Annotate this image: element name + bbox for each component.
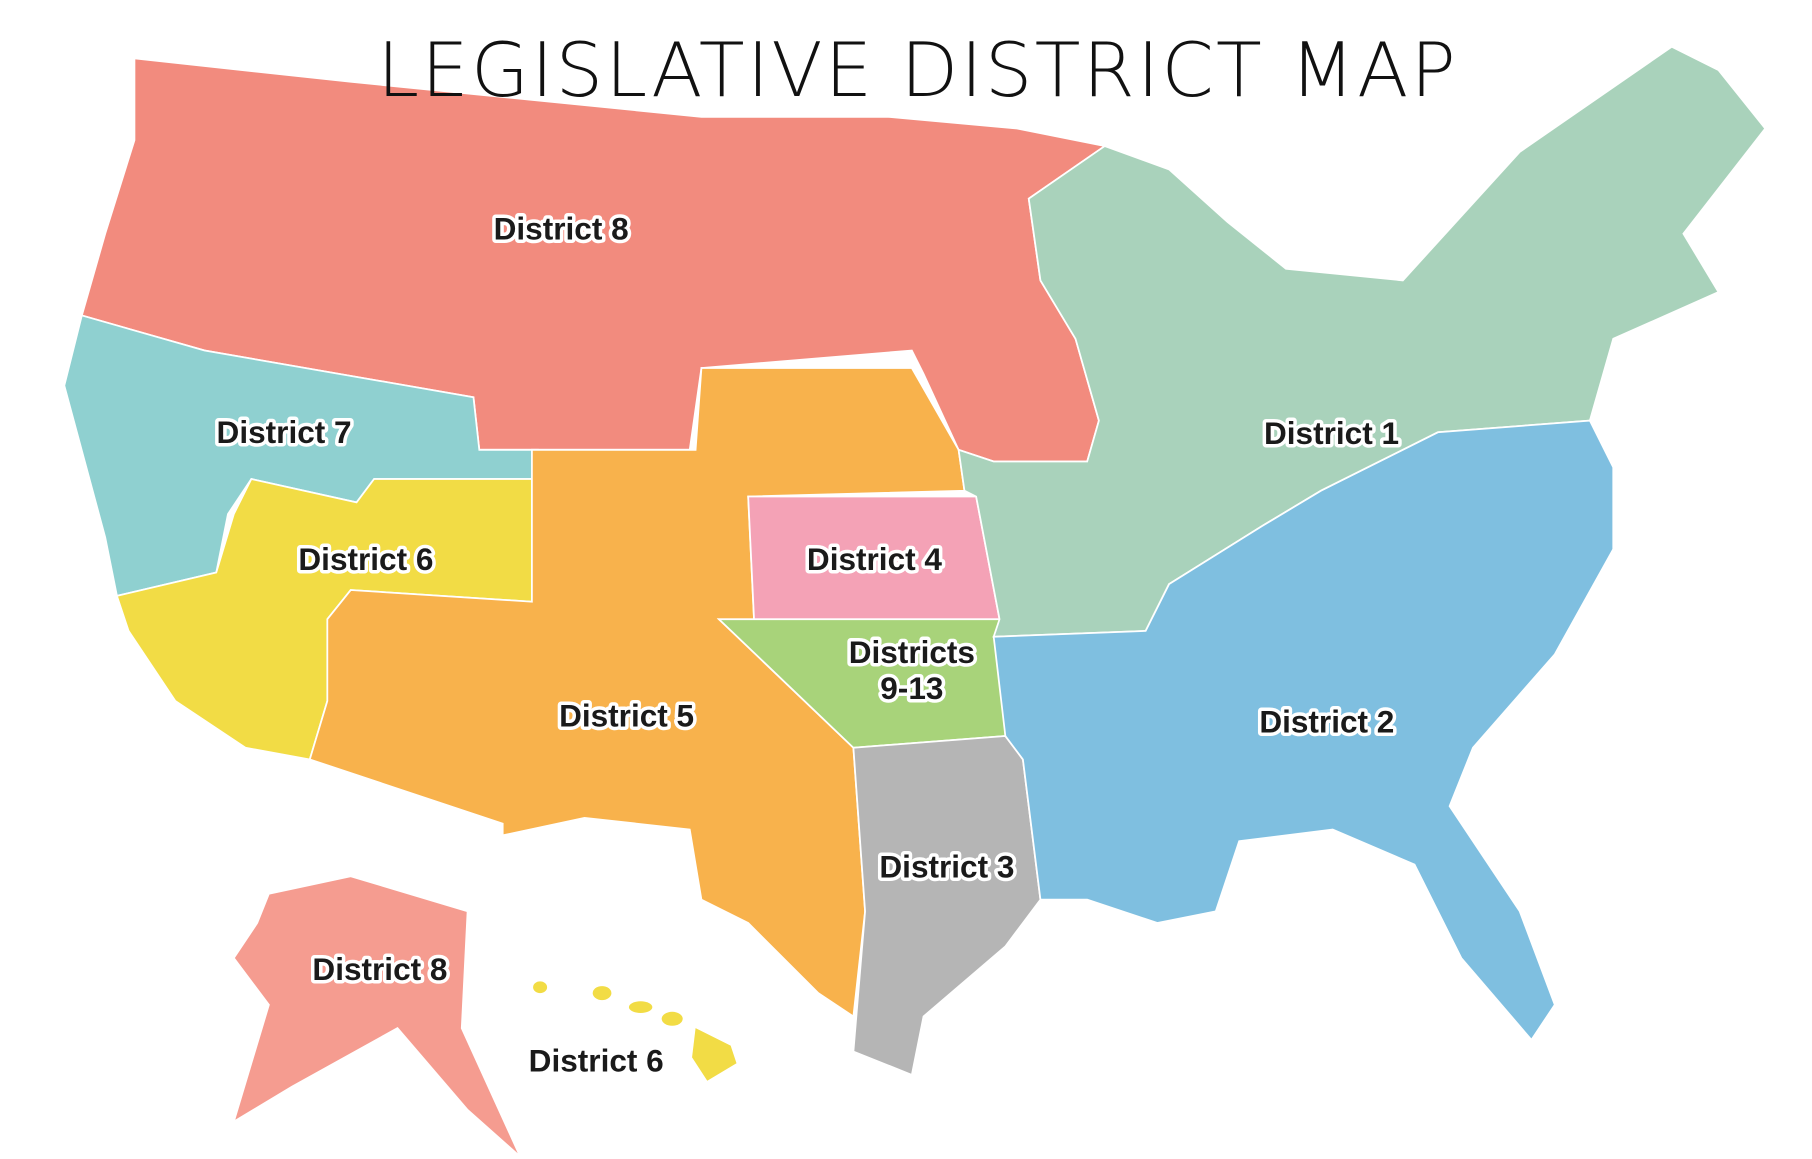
island: [628, 1001, 653, 1013]
map-title: LEGISLATIVE DISTRICT MAP: [377, 27, 1458, 114]
region-shape: [533, 981, 737, 1081]
label-line: District 4: [807, 541, 942, 577]
label-line: District 6: [298, 541, 433, 577]
region-label: District 8: [312, 951, 447, 987]
label-line: District 1: [1264, 415, 1399, 451]
region-shape: [232, 875, 522, 1158]
label-line: District 5: [559, 698, 694, 734]
island: [592, 986, 612, 1001]
region-labels: District 8 District 7 District 6 District 5…: [213, 207, 1403, 1082]
label-line: District 3: [879, 848, 1014, 884]
region-label: District 1: [1264, 415, 1399, 451]
label-line: District 8: [494, 211, 629, 247]
region-label: District 3: [879, 848, 1014, 884]
island: [533, 981, 548, 994]
label-line: District 2: [1259, 704, 1394, 740]
region-label: District 6: [529, 1042, 664, 1078]
label-line: Districts: [849, 634, 975, 670]
regions: [63, 45, 1767, 1158]
label-line: District 8: [312, 951, 447, 987]
island: [692, 1028, 737, 1081]
region-label: District 2: [1259, 704, 1394, 740]
region-label: Districts 9-13: [849, 634, 975, 706]
label-line: District 7: [217, 414, 352, 450]
region-label: District 5: [559, 698, 694, 734]
label-line: 9-13: [880, 670, 943, 706]
label-line: District 6: [529, 1042, 664, 1078]
region-label: District 7: [217, 414, 352, 450]
island: [661, 1011, 683, 1026]
region-shape: [852, 735, 1042, 1077]
region-label: District 8: [494, 211, 629, 247]
region-label: District 6: [298, 541, 433, 577]
region-shape: [992, 419, 1615, 1042]
region-label: District 4: [807, 541, 942, 577]
